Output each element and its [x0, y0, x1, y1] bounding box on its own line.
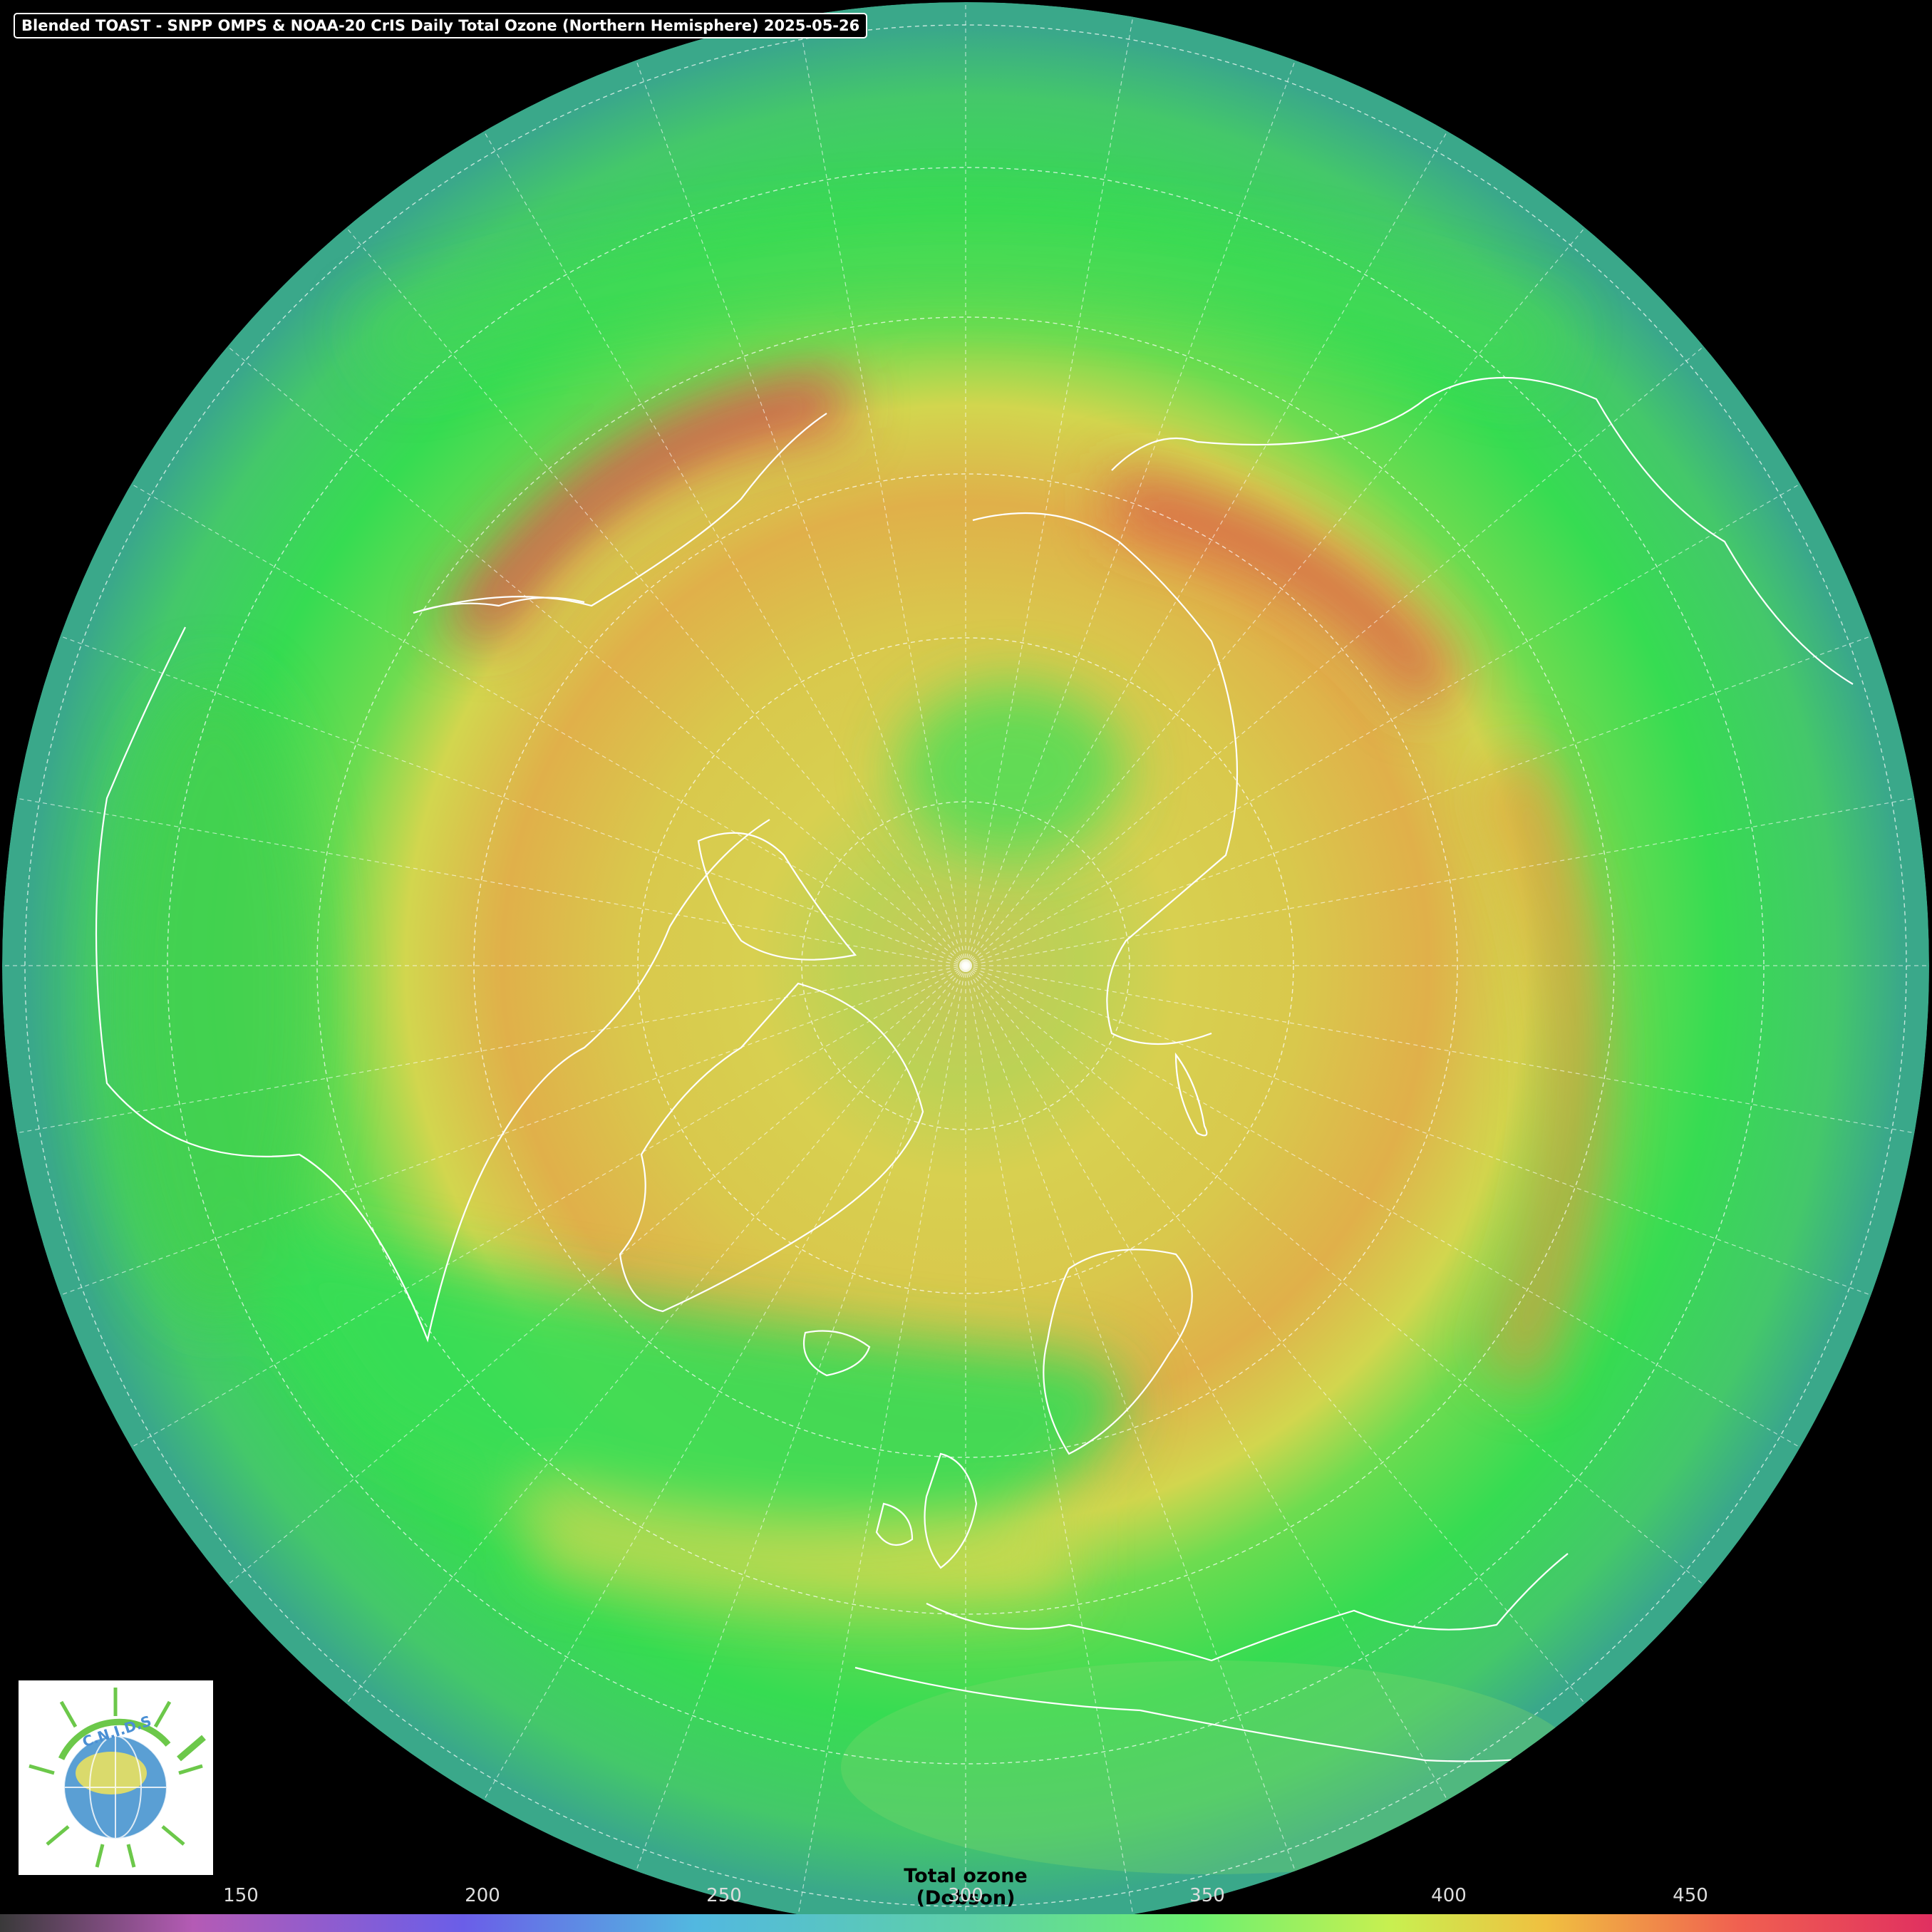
meridian-line	[965, 227, 1586, 966]
arctic-archipelago-coast	[697, 832, 857, 961]
meridian-line	[227, 965, 966, 1586]
colorbar-tick-250: 250	[706, 1885, 742, 1906]
meridian-line	[965, 965, 1915, 1134]
meridian-line	[346, 227, 966, 966]
colorbar-tick-200: 200	[465, 1885, 500, 1906]
meridian-line	[965, 965, 1586, 1705]
meridian-line	[130, 965, 966, 1448]
meridian-line	[965, 965, 1705, 1586]
colorbar	[0, 1914, 1932, 1932]
meridian-line	[483, 965, 966, 1801]
map-title: Blended TOAST - SNPP OMPS & NOAA-20 CrIS…	[14, 13, 868, 38]
siberia-coast	[1111, 377, 1854, 685]
meridian-line	[965, 965, 1871, 1296]
meridian-line	[965, 797, 1915, 966]
cnids-logo: C.N.I.D.S	[19, 1680, 213, 1875]
meridian-line	[636, 60, 966, 966]
alaska-coast	[413, 596, 585, 614]
meridian-line	[797, 965, 966, 1915]
north-america-coast	[95, 413, 827, 1343]
meridian-line	[965, 60, 1296, 966]
colorbar-tick-150: 150	[223, 1885, 259, 1906]
colorbar-tick-450: 450	[1673, 1885, 1708, 1906]
meridian-line	[227, 346, 966, 966]
meridian-line	[965, 483, 1801, 966]
eurasia-north-coast	[972, 512, 1239, 1045]
iceland-coast	[802, 1330, 871, 1377]
meridian-line	[60, 636, 966, 966]
meridian-line	[483, 130, 966, 966]
meridian-line	[16, 965, 966, 1134]
meridian-line	[130, 483, 966, 966]
colorbar-label: Total ozone (Dobson)	[904, 1865, 1028, 1909]
meridian-line	[965, 346, 1705, 966]
british-isles-coast	[875, 1452, 978, 1569]
meridian-line	[965, 965, 1296, 1871]
meridian-line	[965, 16, 1134, 966]
north-pole-marker	[959, 959, 972, 972]
meridian-line	[965, 965, 1448, 1801]
colorbar-tick-300: 300	[948, 1885, 983, 1906]
colorbar-tick-350: 350	[1189, 1885, 1225, 1906]
scandinavia-coast	[1043, 1249, 1193, 1455]
meridian-line	[636, 965, 966, 1871]
meridian-line	[965, 965, 1134, 1915]
meridian-line	[965, 130, 1448, 966]
meridian-line	[965, 636, 1871, 966]
europe-coast	[926, 1553, 1569, 1662]
novaya-zemlya-coast	[1174, 1052, 1208, 1137]
meridian-line	[60, 965, 966, 1296]
meridian-line	[797, 16, 966, 966]
meridian-line	[16, 797, 966, 966]
meridian-line	[346, 965, 966, 1705]
colorbar-tick-400: 400	[1431, 1885, 1467, 1906]
meridian-line	[965, 965, 1801, 1448]
